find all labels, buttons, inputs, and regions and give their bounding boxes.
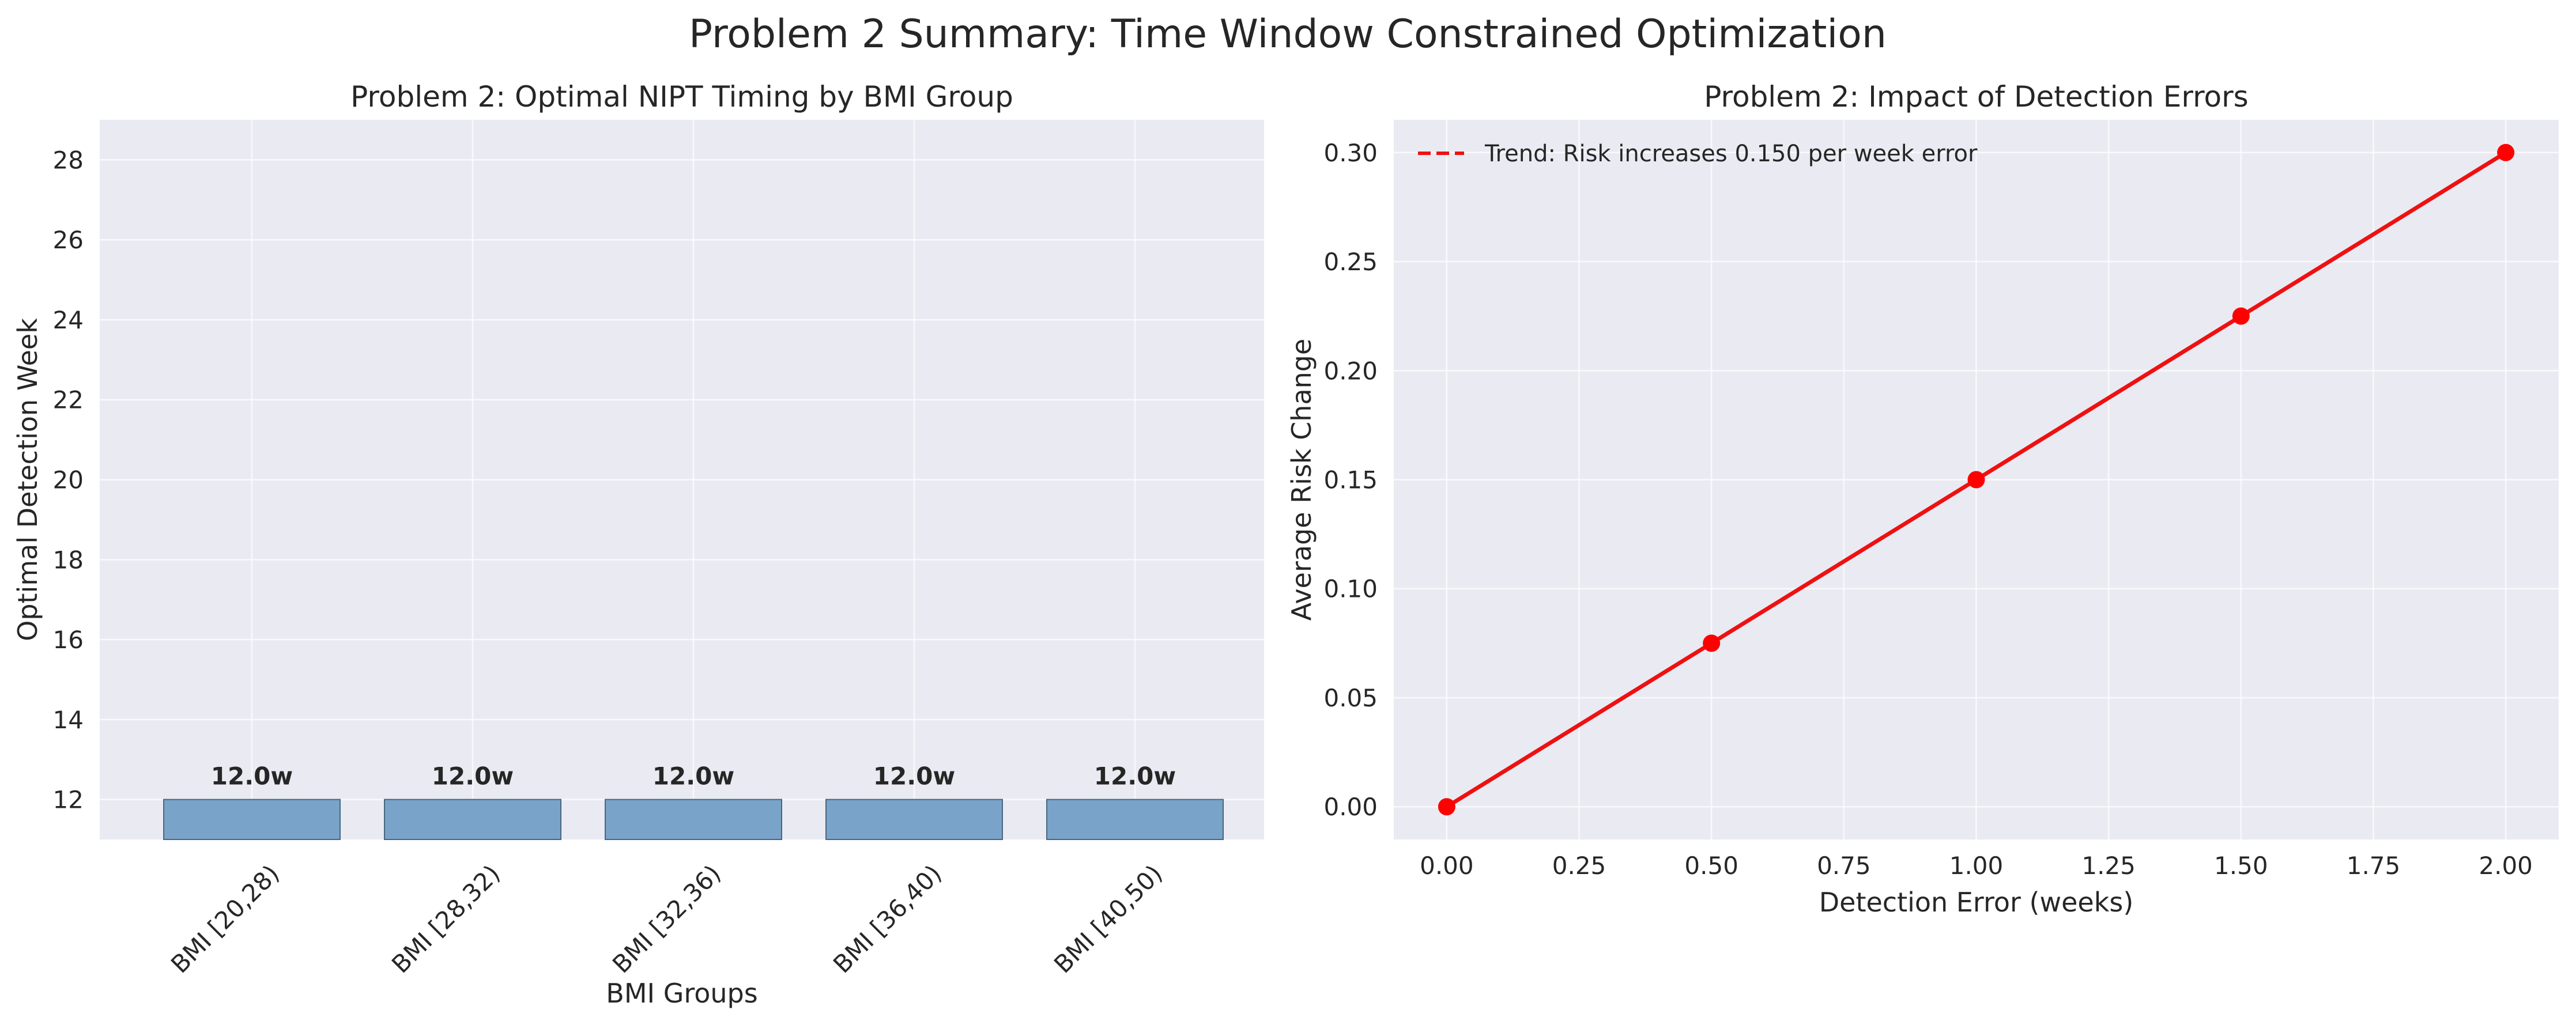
- line-y-axis-label: Average Risk Change: [1286, 339, 1317, 621]
- bar-x-tick-label: BMI [28,32): [386, 859, 506, 978]
- line-y-tick-label: 0.25: [1323, 248, 1378, 276]
- bar-x-tick-label: BMI [20,28): [165, 859, 285, 978]
- bar-x-tick-label: BMI [36,40): [828, 859, 947, 978]
- line-y-tick-label: 0.00: [1323, 793, 1378, 821]
- bar-y-tick-label: 16: [53, 626, 84, 654]
- bar: [605, 799, 782, 840]
- risk-data-point: [2232, 307, 2250, 325]
- bar-x-tick-label: BMI [32,36): [607, 859, 726, 978]
- bar-chart-title: Problem 2: Optimal NIPT Timing by BMI Gr…: [350, 80, 1013, 114]
- bar-data-label: 12.0w: [873, 762, 955, 791]
- line-chart-title: Problem 2: Impact of Detection Errors: [1704, 80, 2248, 114]
- line-x-tick-label: 0.25: [1552, 852, 1606, 880]
- bar: [825, 799, 1003, 840]
- line-y-tick-label: 0.30: [1323, 139, 1378, 167]
- risk-series-group: [1438, 143, 2515, 816]
- legend: Trend: Risk increases 0.150 per week err…: [1418, 141, 1978, 167]
- risk-data-point: [1703, 634, 1721, 652]
- line-y-tick-label: 0.05: [1323, 684, 1378, 712]
- bar-y-tick-label: 26: [53, 226, 84, 254]
- line-x-axis-label: Detection Error (weeks): [1819, 887, 2134, 918]
- bar-y-tick-label: 20: [53, 466, 84, 494]
- line-y-tick-labels: 0.00 0.05 0.10 0.15 0.20 0.25 0.30: [1323, 139, 1378, 821]
- bar-data-labels: 12.0w 12.0w 12.0w 12.0w 12.0w: [211, 762, 1176, 791]
- detection-error-line-chart: 0.00 0.05 0.10 0.15 0.20 0.25 0.30 0.00 0.25 0.5…: [1286, 80, 2559, 918]
- line-x-tick-label: 2.00: [2479, 852, 2533, 880]
- bar-y-tick-label: 14: [53, 706, 84, 734]
- bar-y-axis-label: Optimal Detection Week: [12, 318, 43, 641]
- bar-y-tick-label: 28: [53, 146, 84, 174]
- bar-x-tick-labels: BMI [20,28) BMI [28,32) BMI [32,36) BMI [36…: [165, 859, 1168, 978]
- line-x-tick-label: 1.00: [1949, 852, 2004, 880]
- legend-entry-trend: Trend: Risk increases 0.150 per week err…: [1484, 141, 1978, 167]
- figure-title: Problem 2 Summary: Time Window Constrain…: [689, 12, 1887, 57]
- line-x-tick-label: 1.50: [2214, 852, 2268, 880]
- bar-y-tick-label: 24: [53, 306, 84, 334]
- bar-y-tick-labels: 12 14 16 18 20 22 24 26 28: [53, 146, 84, 814]
- bar-y-tick-label: 12: [53, 786, 84, 814]
- line-x-tick-label: 1.75: [2347, 852, 2401, 880]
- bar-gridlines: [100, 120, 1264, 839]
- bar-x-tick-label: BMI [40,50): [1048, 859, 1168, 978]
- bar-data-label: 12.0w: [1094, 762, 1176, 791]
- bar: [384, 799, 561, 840]
- line-x-tick-label: 0.00: [1420, 852, 1474, 880]
- line-x-tick-label: 0.75: [1817, 852, 1871, 880]
- bar-y-tick-label: 22: [53, 386, 84, 414]
- risk-data-point: [1967, 471, 1985, 489]
- risk-data-point: [2497, 143, 2515, 161]
- risk-data-point: [1438, 798, 1455, 816]
- bar-data-label: 12.0w: [211, 762, 293, 791]
- bars: [163, 799, 1224, 840]
- line-gridlines: [1394, 120, 2559, 839]
- bar-y-tick-label: 18: [53, 546, 84, 574]
- bar-data-label: 12.0w: [653, 762, 734, 791]
- bar: [163, 799, 341, 840]
- line-y-tick-label: 0.10: [1323, 575, 1378, 603]
- line-y-tick-label: 0.20: [1323, 357, 1378, 385]
- bar-x-axis-label: BMI Groups: [606, 978, 757, 1009]
- line-x-tick-labels: 0.00 0.25 0.50 0.75 1.00 1.25 1.50 1.75 2.00: [1420, 852, 2533, 880]
- bar: [1046, 799, 1224, 840]
- line-x-tick-label: 0.50: [1684, 852, 1738, 880]
- line-x-tick-label: 1.25: [2081, 852, 2136, 880]
- bar-data-label: 12.0w: [432, 762, 514, 791]
- line-y-tick-label: 0.15: [1323, 466, 1378, 494]
